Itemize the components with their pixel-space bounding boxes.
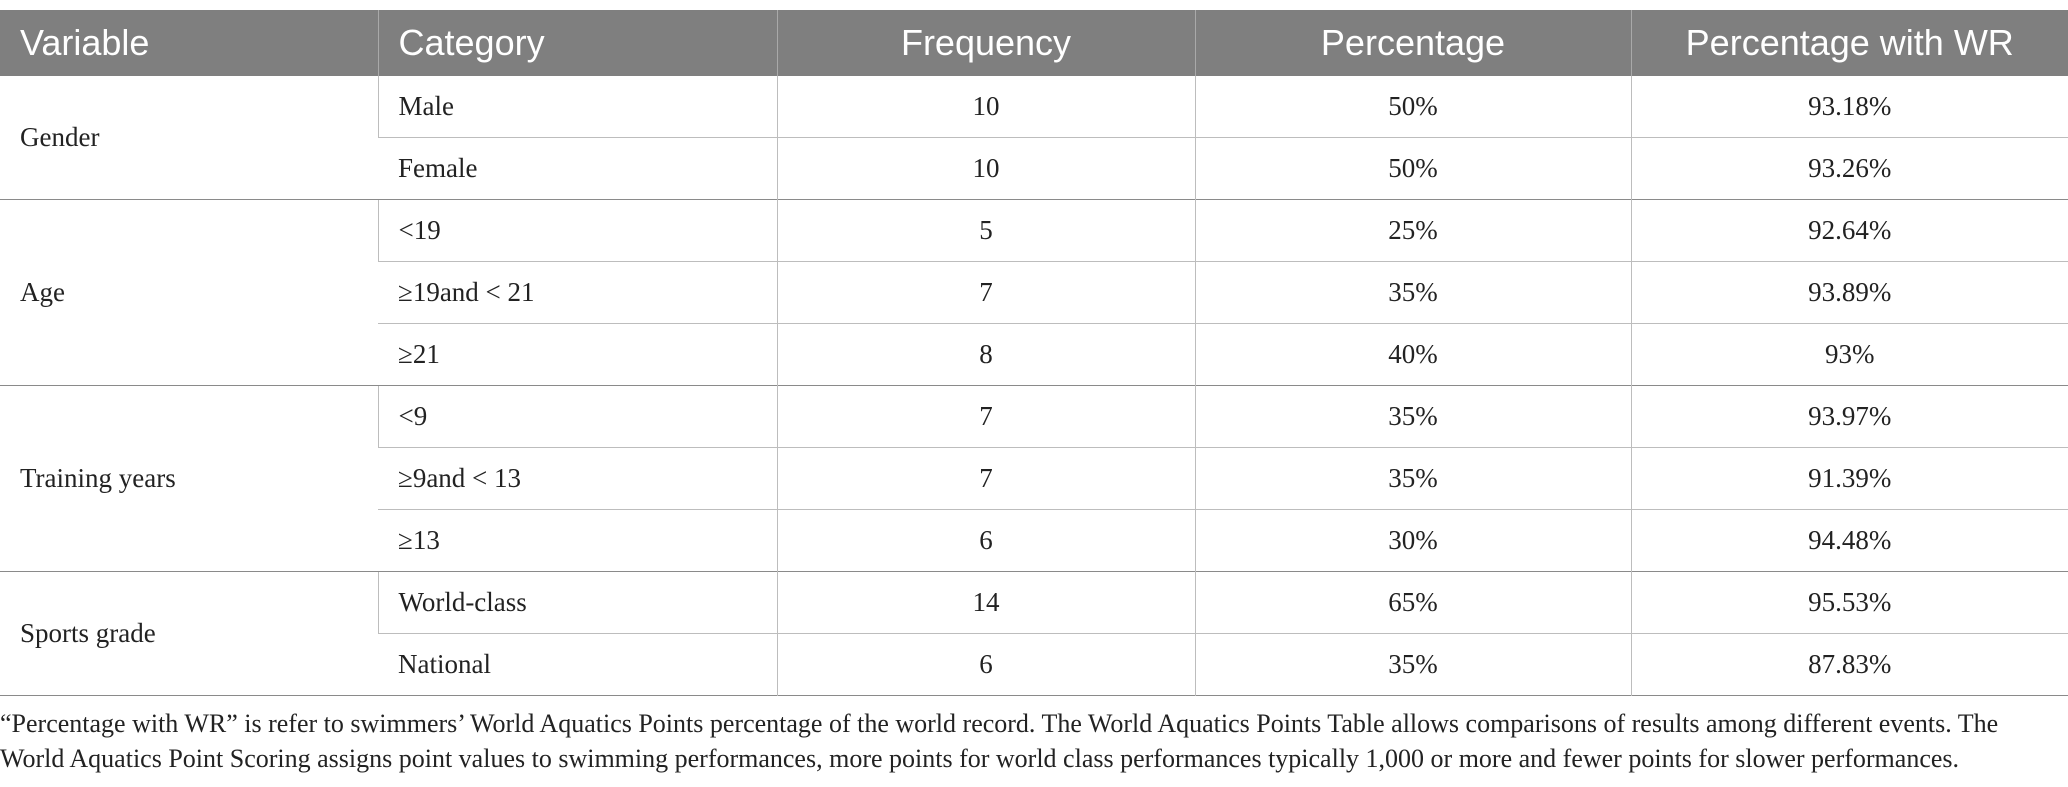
header-percentage: Percentage [1194, 10, 1631, 76]
wr-cell: 93.89% [1630, 261, 2068, 324]
wr-cell: 94.48% [1630, 509, 2068, 572]
variable-cell: Gender [20, 122, 100, 152]
category-cell: ≥9and < 13 [378, 447, 777, 510]
percentage-cell: 40% [1194, 323, 1631, 386]
wr-cell: 95.53% [1630, 571, 2068, 634]
percentage-cell: 50% [1194, 76, 1631, 138]
table-row: Female 10 50% 93.26% [0, 137, 2068, 200]
frequency-cell: 14 [776, 571, 1195, 634]
table-row: National 6 35% 87.83% [0, 633, 2068, 696]
category-cell: ≥13 [378, 509, 777, 572]
frequency-cell: 7 [776, 385, 1195, 448]
header-frequency: Frequency [776, 10, 1195, 76]
percentage-cell: 35% [1194, 633, 1631, 696]
wr-cell: 92.64% [1630, 199, 2068, 262]
wr-cell: 91.39% [1630, 447, 2068, 510]
table-row: ≥9and < 13 7 35% 91.39% [0, 447, 2068, 510]
percentage-cell: 65% [1194, 571, 1631, 634]
table-row: Training years <9 7 35% 93.97% [0, 385, 2068, 572]
wr-cell: 87.83% [1630, 633, 2068, 696]
category-cell: World-class [377, 571, 777, 634]
percentage-cell: 35% [1194, 385, 1631, 448]
table-row: ≥21 8 40% 93% [0, 323, 2068, 386]
table-footnote: “Percentage with WR” is refer to swimmer… [0, 709, 1999, 773]
category-cell: <19 [377, 199, 777, 262]
wr-cell: 93.97% [1630, 385, 2068, 448]
category-cell: <9 [377, 385, 777, 448]
table-row: ≥19and < 21 7 35% 93.89% [0, 261, 2068, 324]
category-cell: Female [378, 137, 777, 200]
variable-cell: Age [0, 199, 378, 386]
frequency-cell: 6 [776, 509, 1195, 572]
table-row: ≥13 6 30% 94.48% [0, 509, 2068, 572]
frequency-cell: 8 [776, 323, 1195, 386]
frequency-cell: 10 [776, 137, 1195, 200]
table-row: Gender Male 10 50% 93.18% [0, 76, 2068, 152]
frequency-cell: 6 [776, 633, 1195, 696]
percentage-cell: 30% [1194, 509, 1631, 572]
wr-cell: 93% [1630, 323, 2068, 386]
category-cell: National [378, 633, 777, 696]
variable-cell: Training years [0, 385, 378, 572]
frequency-cell: 10 [776, 76, 1195, 138]
variable-cell: Sports grade [0, 571, 378, 696]
table-row: Sports grade World-class 14 65% 95.53% [0, 571, 2068, 696]
frequency-cell: 7 [776, 447, 1195, 510]
table-container: Variable Category Frequency Percentage P… [0, 10, 2068, 696]
percentage-cell: 25% [1194, 199, 1631, 262]
frequency-cell: 7 [776, 261, 1195, 324]
frequency-cell: 5 [776, 199, 1195, 262]
demographics-table: Variable Category Frequency Percentage P… [0, 10, 2068, 696]
header-variable: Variable [0, 10, 378, 76]
percentage-cell: 35% [1194, 261, 1631, 324]
header-row: Variable Category Frequency Percentage P… [0, 10, 2068, 76]
percentage-cell: 35% [1194, 447, 1631, 510]
percentage-cell: 50% [1194, 137, 1631, 200]
header-category: Category [377, 10, 777, 76]
category-cell: Male [377, 76, 777, 138]
wr-cell: 93.18% [1630, 76, 2068, 138]
header-percentage-with-wr: Percentage with WR [1630, 10, 2068, 76]
category-cell: ≥21 [378, 323, 777, 386]
table-row: Age <19 5 25% 92.64% [0, 199, 2068, 386]
wr-cell: 93.26% [1630, 137, 2068, 200]
category-cell: ≥19and < 21 [378, 261, 777, 324]
